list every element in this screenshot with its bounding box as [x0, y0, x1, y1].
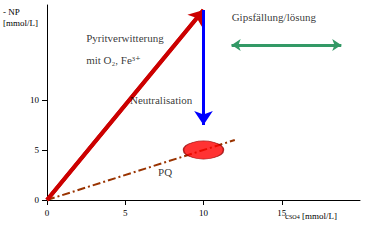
svg-text:Pyritverwitterung: Pyritverwitterung — [86, 32, 164, 44]
svg-text:SO4: SO4 — [289, 214, 300, 220]
svg-text:5: 5 — [35, 145, 40, 155]
svg-text:10: 10 — [199, 208, 209, 218]
svg-text:[mmol/L]: [mmol/L] — [300, 211, 337, 221]
svg-text:c: c — [285, 210, 289, 221]
svg-text:[mmol/L]: [mmol/L] — [3, 18, 38, 28]
svg-text:0: 0 — [45, 208, 50, 218]
svg-text:5: 5 — [123, 208, 128, 218]
svg-text:Gipsfällung/lösung: Gipsfällung/lösung — [232, 11, 317, 23]
svg-text:mit O₂, Fe³⁺: mit O₂, Fe³⁺ — [86, 54, 141, 66]
svg-text:Neutralisation: Neutralisation — [130, 94, 193, 106]
svg-text:- NP: - NP — [3, 7, 20, 17]
svg-text:PQ: PQ — [158, 166, 172, 178]
svg-text:0: 0 — [35, 195, 40, 205]
svg-text:10: 10 — [30, 95, 40, 105]
svg-text:15: 15 — [277, 207, 287, 218]
